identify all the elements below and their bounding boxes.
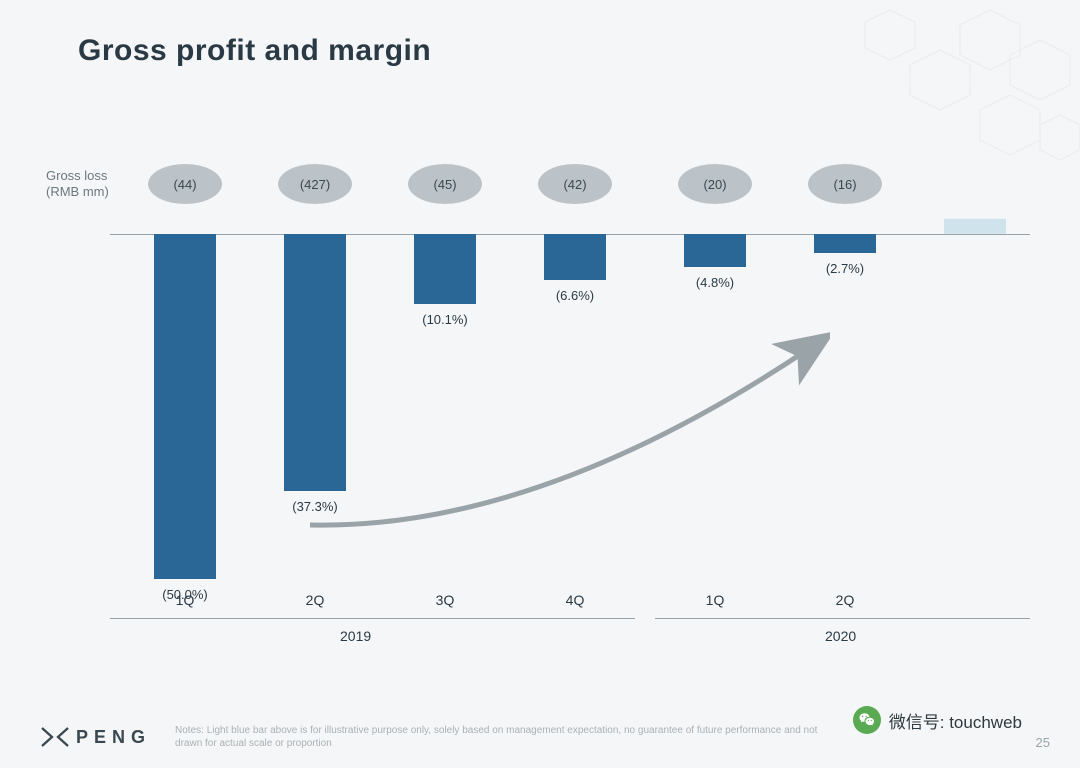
gross-loss-bubble: (427) <box>278 164 352 204</box>
quarter-label: 2Q <box>306 592 325 608</box>
gross-loss-bubble: (20) <box>678 164 752 204</box>
year-label: 2019 <box>340 628 371 644</box>
gross-loss-bubble: (45) <box>408 164 482 204</box>
page-number: 25 <box>1036 735 1050 750</box>
wechat-label: 微信号: touchweb <box>889 708 1022 733</box>
quarter-label: 3Q <box>436 592 455 608</box>
margin-bar <box>944 219 1006 234</box>
gross-loss-bubble: (16) <box>808 164 882 204</box>
margin-bar <box>284 234 346 491</box>
margin-bar <box>814 234 876 253</box>
margin-pct-label: (37.3%) <box>292 499 338 514</box>
margin-bar <box>414 234 476 304</box>
xpeng-logo: PENG <box>40 726 151 748</box>
margin-pct-label: (6.6%) <box>556 288 594 303</box>
gross-margin-chart: (44)(50.0%)1Q(427)(37.3%)2Q(45)(10.1%)3Q… <box>110 150 1030 590</box>
year-group-line <box>110 618 635 619</box>
quarter-label: 2Q <box>836 592 855 608</box>
wechat-watermark: 微信号: touchweb <box>853 706 1022 734</box>
gross-loss-bubble: (44) <box>148 164 222 204</box>
margin-pct-label: (10.1%) <box>422 312 468 327</box>
quarter-label: 4Q <box>566 592 585 608</box>
xpeng-logo-text: PENG <box>76 727 151 748</box>
gross-loss-bubble: (42) <box>538 164 612 204</box>
slide-title: Gross profit and margin <box>78 34 431 68</box>
margin-bar <box>544 234 606 280</box>
y-axis-label: Gross loss(RMB mm) <box>46 168 109 201</box>
quarter-label: 1Q <box>706 592 725 608</box>
wechat-icon <box>853 706 881 734</box>
year-label: 2020 <box>825 628 856 644</box>
margin-bar <box>684 234 746 267</box>
footer-notes: Notes: Light blue bar above is for illus… <box>175 724 825 750</box>
year-group-line <box>655 618 1030 619</box>
margin-pct-label: (4.8%) <box>696 275 734 290</box>
trend-arrow-icon <box>300 330 830 540</box>
xpeng-x-icon <box>40 726 70 748</box>
margin-bar <box>154 234 216 579</box>
margin-pct-label: (2.7%) <box>826 261 864 276</box>
quarter-label: 1Q <box>176 592 195 608</box>
